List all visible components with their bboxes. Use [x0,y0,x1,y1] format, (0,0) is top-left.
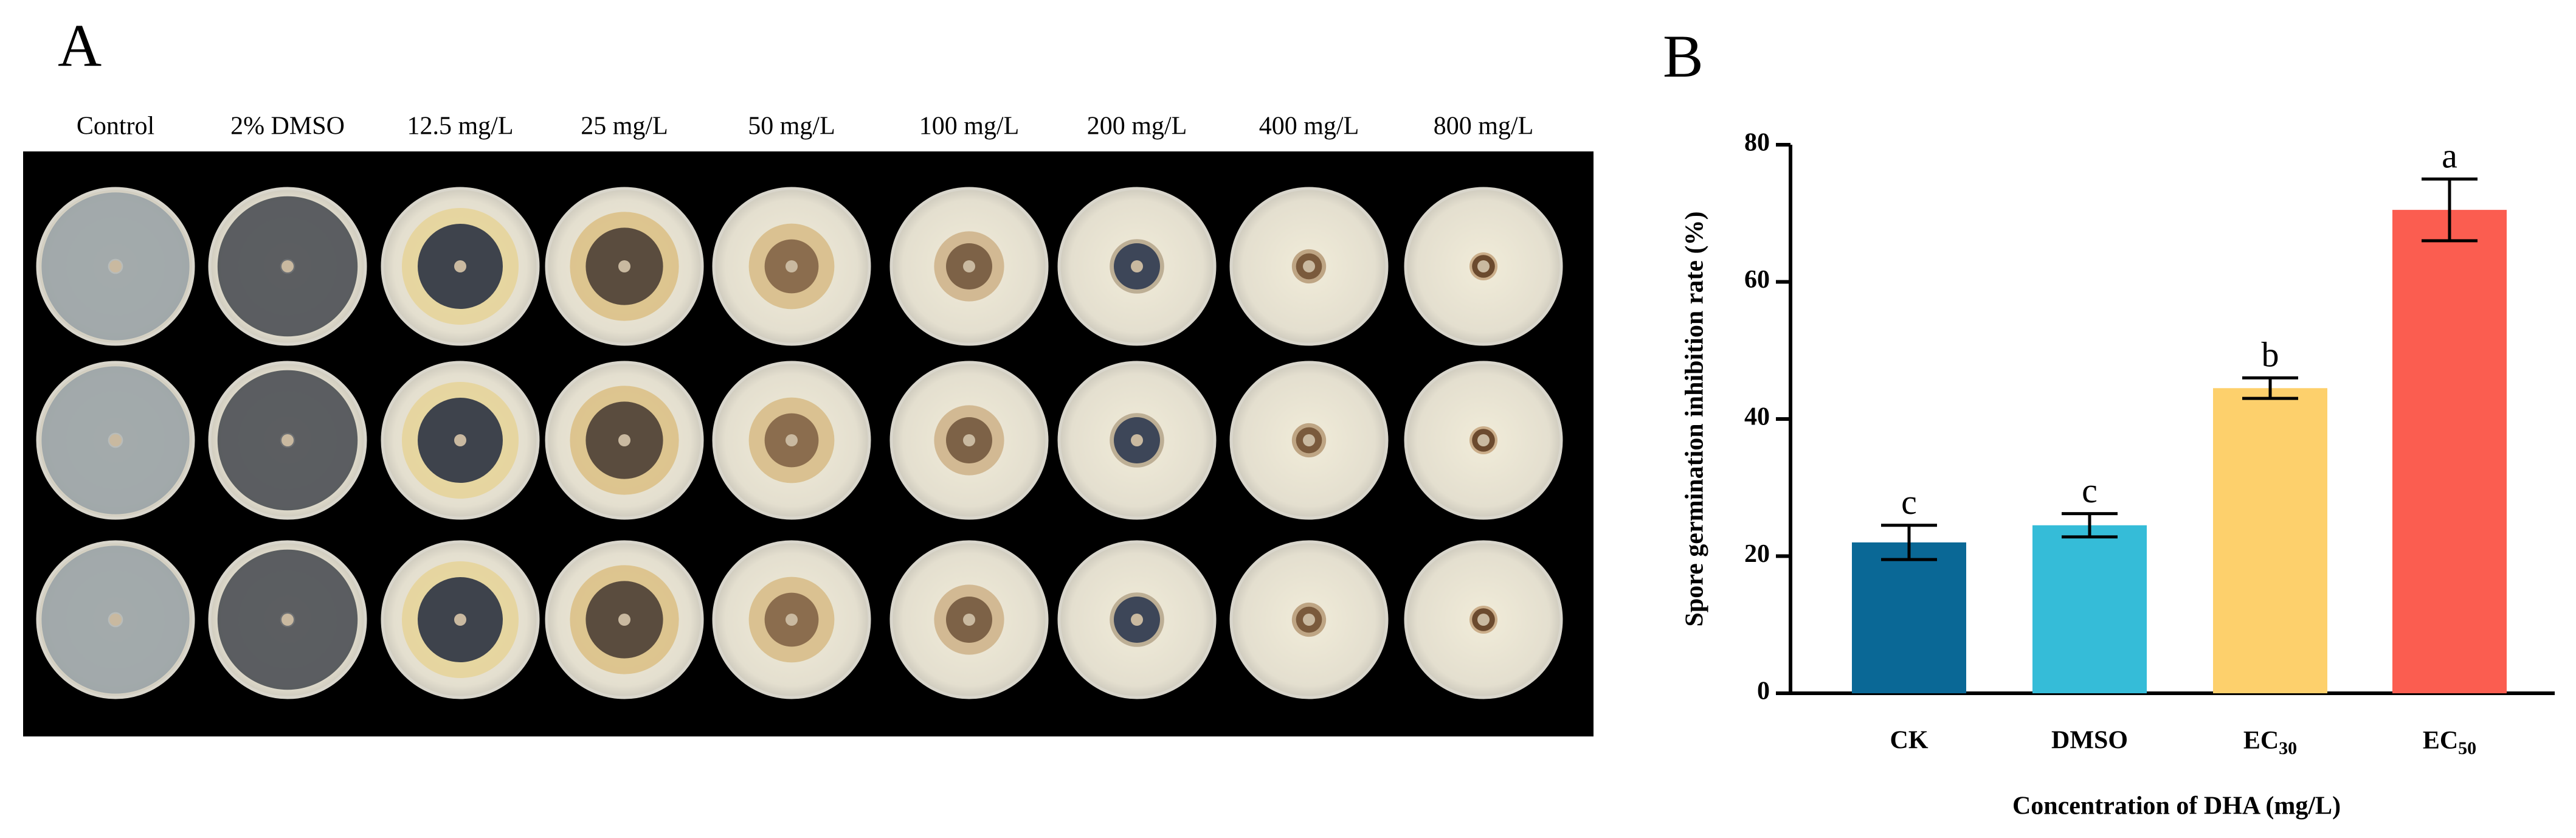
y-tick-label: 40 [1744,403,1770,431]
y-axis-title: Spore germination inhibition rate (%) [1681,212,1709,627]
inoculum [1303,434,1315,446]
column-label: 200 mg/L [1087,113,1187,140]
significance-letter: c [2082,471,2098,510]
inoculum [963,260,975,272]
inoculum [786,614,798,626]
inoculum [109,614,122,626]
error-bar [2242,376,2298,400]
inoculum [786,260,798,272]
bar [2213,388,2327,693]
inoculum [618,434,630,446]
inoculum [618,260,630,272]
inoculum [109,434,122,446]
error-bar [1881,524,1937,561]
inoculum [1303,614,1315,626]
inoculum [454,260,466,272]
column-label: 25 mg/L [581,113,668,140]
error-bar [2422,177,2478,243]
x-tick-label: DMSO [2051,727,2128,755]
inoculum [1477,434,1490,446]
significance-letter: c [1901,482,1917,522]
bar [1852,542,1966,693]
inoculum [963,614,975,626]
column-label: 800 mg/L [1434,113,1534,140]
column-label: Control [77,113,154,140]
inoculum [281,260,294,272]
inoculum [786,434,798,446]
x-tick-label: CK [1890,727,1929,755]
x-tick-label: EC30 [2243,727,2297,758]
bar [2032,525,2147,693]
column-label: 100 mg/L [919,113,1020,140]
y-tick-label: 0 [1757,677,1770,705]
inoculum [618,614,630,626]
inoculum [1131,434,1143,446]
inoculum [1477,260,1490,272]
inoculum [454,614,466,626]
petri-dishes [36,187,1563,699]
inoculum [1477,614,1490,626]
bar [2392,210,2507,693]
y-tick-label: 60 [1744,266,1770,294]
significance-letter: b [2262,335,2279,375]
inoculum [109,260,122,272]
inoculum [1131,614,1143,626]
x-axis-title: Concentration of DHA (mg/L) [2012,792,2341,820]
column-label: 50 mg/L [748,113,835,140]
inoculum [281,614,294,626]
inoculum [1131,260,1143,272]
panel-letter: B [1663,23,1704,90]
x-tick-label: EC50 [2423,727,2476,758]
column-label: 2% DMSO [230,113,345,140]
y-tick-label: 80 [1744,129,1770,157]
inoculum [963,434,975,446]
column-label: 400 mg/L [1259,113,1359,140]
column-label: 12.5 mg/L [407,113,514,140]
inoculum [281,434,294,446]
error-bar [2062,512,2118,539]
inoculum [1303,260,1315,272]
panel-letter: A [58,12,102,79]
inoculum [454,434,466,446]
y-tick-label: 20 [1744,540,1770,568]
significance-letter: a [2442,136,2457,176]
